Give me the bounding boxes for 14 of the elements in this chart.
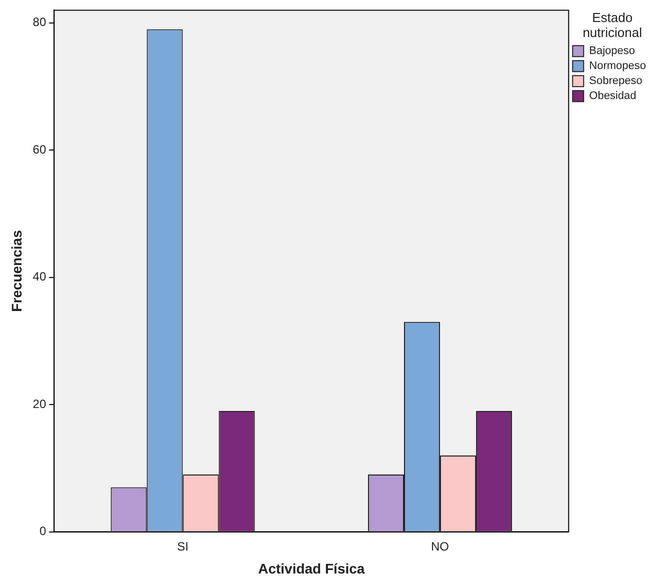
- legend-label: Bajopeso: [589, 45, 636, 58]
- y-tick-label: 20: [32, 396, 46, 411]
- y-tick-label: 0: [39, 524, 46, 538]
- x-axis-title: Actividad Física: [258, 560, 365, 576]
- x-tick-label: SI: [177, 539, 188, 554]
- y-tick-label: 40: [32, 270, 46, 284]
- y-axis-title: Frecuencias: [8, 230, 24, 312]
- legend-label: Sobrepeso: [589, 75, 642, 88]
- legend-title: Estado nutricional: [582, 10, 642, 40]
- legend-label: Normopeso: [589, 60, 646, 72]
- y-tick-label: 80: [32, 15, 46, 30]
- x-tick-label: NO: [431, 539, 450, 554]
- legend-label: Obesidad: [589, 90, 636, 102]
- y-tick-label: 60: [32, 142, 46, 156]
